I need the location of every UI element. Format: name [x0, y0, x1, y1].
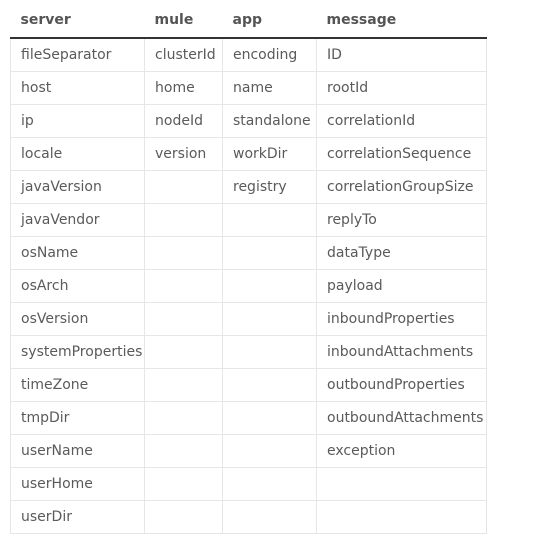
cell-server: javaVendor [10, 203, 145, 237]
cell-message: rootId [316, 71, 487, 105]
table-row: javaVersion registry correlationGroupSize [10, 170, 487, 204]
cell-server: userDir [10, 500, 145, 534]
table-body: fileSeparator clusterId encoding ID host home… [10, 38, 487, 534]
table-row: osVersion inboundProperties [10, 302, 487, 336]
cell-app: name [222, 71, 317, 105]
cell-server: osVersion [10, 302, 145, 336]
cell-mule [144, 335, 223, 369]
cell-mule [144, 302, 223, 336]
cell-server: locale [10, 137, 145, 171]
cell-message: inboundAttachments [316, 335, 487, 369]
cell-server: userHome [10, 467, 145, 501]
cell-message: correlationId [316, 104, 487, 138]
variables-table: server mule app message fileSeparator clu… [10, 3, 487, 534]
cell-server: ip [10, 104, 145, 138]
cell-mule [144, 170, 223, 204]
cell-message: correlationGroupSize [316, 170, 487, 204]
cell-mule: clusterId [144, 38, 223, 72]
cell-server: tmpDir [10, 401, 145, 435]
column-header-server: server [10, 3, 145, 39]
column-header-app: app [222, 3, 317, 39]
cell-message: outboundAttachments [316, 401, 487, 435]
cell-server: timeZone [10, 368, 145, 402]
cell-message [316, 467, 487, 501]
cell-message [316, 500, 487, 534]
table-header: server mule app message [10, 3, 487, 39]
cell-message: correlationSequence [316, 137, 487, 171]
cell-mule [144, 236, 223, 270]
cell-app [222, 236, 317, 270]
cell-server: osName [10, 236, 145, 270]
table-row: javaVendor replyTo [10, 203, 487, 237]
table-row: locale version workDir correlationSequence [10, 137, 487, 171]
cell-message: replyTo [316, 203, 487, 237]
cell-server: javaVersion [10, 170, 145, 204]
column-header-mule: mule [144, 3, 223, 39]
cell-mule: nodeId [144, 104, 223, 138]
cell-server: host [10, 71, 145, 105]
cell-app [222, 434, 317, 468]
table-row: host home name rootId [10, 71, 487, 105]
cell-app [222, 401, 317, 435]
cell-app: workDir [222, 137, 317, 171]
table-row: userName exception [10, 434, 487, 468]
variables-table-container: server mule app message fileSeparator clu… [10, 3, 487, 534]
cell-message: outboundProperties [316, 368, 487, 402]
cell-app [222, 203, 317, 237]
cell-app: standalone [222, 104, 317, 138]
cell-app [222, 302, 317, 336]
cell-mule: version [144, 137, 223, 171]
cell-message: ID [316, 38, 487, 72]
table-row: osName dataType [10, 236, 487, 270]
cell-message: exception [316, 434, 487, 468]
cell-mule [144, 368, 223, 402]
cell-app: encoding [222, 38, 317, 72]
cell-mule [144, 269, 223, 303]
cell-app [222, 500, 317, 534]
table-row: userHome [10, 467, 487, 501]
table-row: tmpDir outboundAttachments [10, 401, 487, 435]
cell-message: dataType [316, 236, 487, 270]
header-row: server mule app message [10, 3, 487, 39]
cell-mule [144, 500, 223, 534]
cell-mule [144, 401, 223, 435]
cell-message: inboundProperties [316, 302, 487, 336]
table-row: timeZone outboundProperties [10, 368, 487, 402]
cell-app [222, 368, 317, 402]
cell-message: payload [316, 269, 487, 303]
cell-server: systemProperties [10, 335, 145, 369]
cell-app [222, 335, 317, 369]
cell-server: userName [10, 434, 145, 468]
table-row: fileSeparator clusterId encoding ID [10, 38, 487, 72]
cell-app: registry [222, 170, 317, 204]
table-row: userDir [10, 500, 487, 534]
table-row: osArch payload [10, 269, 487, 303]
table-row: ip nodeId standalone correlationId [10, 104, 487, 138]
cell-mule [144, 434, 223, 468]
column-header-message: message [316, 3, 487, 39]
cell-mule [144, 467, 223, 501]
cell-mule: home [144, 71, 223, 105]
cell-app [222, 269, 317, 303]
table-row: systemProperties inboundAttachments [10, 335, 487, 369]
cell-app [222, 467, 317, 501]
cell-mule [144, 203, 223, 237]
cell-server: fileSeparator [10, 38, 145, 72]
cell-server: osArch [10, 269, 145, 303]
